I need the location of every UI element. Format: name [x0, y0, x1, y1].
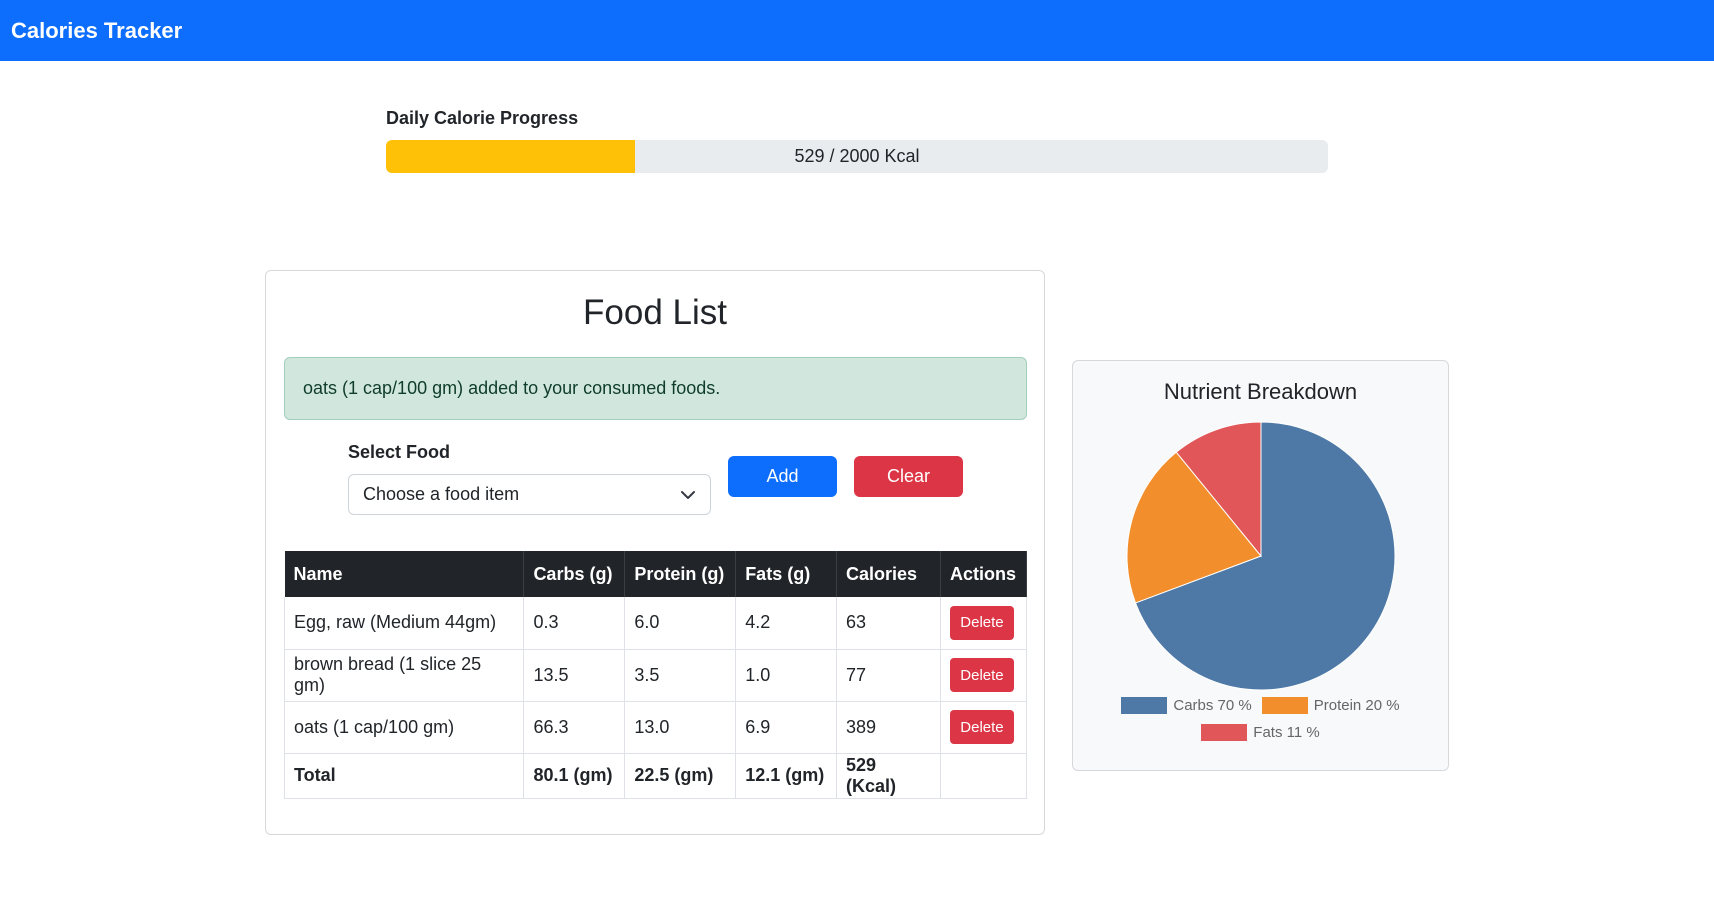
food-calories: 63 — [836, 597, 941, 650]
header-name: Name — [284, 551, 525, 597]
food-protein: 13.0 — [624, 701, 737, 754]
total-row: Total 80.1 (gm) 22.5 (gm) 12.1 (gm) 529 … — [283, 753, 1028, 799]
total-protein: 22.5 (gm) — [624, 753, 737, 799]
fats-swatch — [1201, 724, 1248, 741]
header-calories: Calories — [836, 551, 941, 597]
food-calories: 77 — [836, 649, 941, 702]
clear-button[interactable]: Clear — [854, 456, 963, 497]
daily-calorie-progress: Daily Calorie Progress 529 / 2000 Kcal — [386, 108, 1328, 173]
select-food-label: Select Food — [348, 442, 451, 462]
header-carbs: Carbs (g) — [523, 551, 626, 597]
food-carbs: 13.5 — [523, 649, 626, 702]
total-actions-empty — [940, 753, 1028, 799]
nutrient-pie-chart — [1126, 421, 1396, 691]
table-row: brown bread (1 slice 25 gm) 13.5 3.5 1.0… — [283, 649, 1028, 702]
food-list-card: Food List oats (1 cap/100 gm) added to y… — [265, 270, 1045, 835]
legend-item-protein[interactable]: Protein 20 % — [1261, 697, 1400, 714]
success-alert: oats (1 cap/100 gm) added to your consum… — [284, 357, 1027, 420]
food-protein: 6.0 — [624, 597, 737, 650]
app-brand[interactable]: Calories Tracker — [11, 17, 183, 43]
total-calories: 529 (Kcal) — [836, 753, 941, 799]
food-name: Egg, raw (Medium 44gm) — [283, 597, 525, 650]
total-carbs: 80.1 (gm) — [523, 753, 626, 799]
progress-fill — [386, 140, 636, 173]
food-table: Name Carbs (g) Protein (g) Fats (g) Calo… — [283, 551, 1028, 799]
food-carbs: 0.3 — [523, 597, 626, 650]
food-list-title: Food List — [583, 293, 727, 332]
food-carbs: 66.3 — [523, 701, 626, 754]
legend-item-fats[interactable]: Fats 11 % — [1201, 724, 1320, 741]
legend-item-carbs[interactable]: Carbs 70 % — [1121, 697, 1252, 714]
navbar: Calories Tracker — [0, 0, 1714, 61]
food-calories: 389 — [836, 701, 941, 754]
table-row: oats (1 cap/100 gm) 66.3 13.0 6.9 389 De… — [283, 701, 1028, 754]
nutrient-breakdown-title: Nutrient Breakdown — [1163, 379, 1358, 404]
actions-cell: Delete — [940, 649, 1028, 702]
protein-swatch — [1261, 697, 1308, 714]
add-button[interactable]: Add — [728, 456, 837, 497]
pie-slice-protein[interactable] — [1126, 451, 1262, 604]
delete-button[interactable]: Delete — [949, 605, 1014, 640]
legend-label: Protein 20 % — [1313, 697, 1400, 714]
nutrient-breakdown-card: Nutrient Breakdown Carbs 70 % Protein 20… — [1072, 360, 1449, 771]
food-fats: 6.9 — [735, 701, 838, 754]
food-fats: 1.0 — [735, 649, 838, 702]
header-actions: Actions — [940, 551, 1028, 597]
header-protein: Protein (g) — [624, 551, 737, 597]
progress-label: Daily Calorie Progress — [386, 108, 579, 128]
total-fats: 12.1 (gm) — [735, 753, 838, 799]
header-fats: Fats (g) — [735, 551, 838, 597]
actions-cell: Delete — [940, 701, 1028, 754]
progress-text: 529 / 2000 Kcal — [794, 146, 920, 166]
food-select[interactable]: Choose a food item — [348, 474, 711, 515]
carbs-swatch — [1121, 697, 1168, 714]
delete-button[interactable]: Delete — [949, 710, 1014, 744]
total-label: Total — [283, 753, 525, 799]
pie-slice-fats[interactable] — [1175, 421, 1262, 558]
food-name: oats (1 cap/100 gm) — [283, 701, 525, 754]
table-row: Egg, raw (Medium 44gm) 0.3 6.0 4.2 63 De… — [283, 597, 1028, 650]
table-header-row: Name Carbs (g) Protein (g) Fats (g) Calo… — [284, 551, 1028, 597]
legend-label: Fats 11 % — [1253, 724, 1320, 741]
pie-slice-carbs[interactable] — [1134, 421, 1396, 691]
progress-bar: 529 / 2000 Kcal — [386, 140, 1328, 173]
chevron-down-icon — [681, 491, 695, 499]
pie-legend: Carbs 70 % Protein 20 % Fats 11 % — [1073, 697, 1448, 751]
food-protein: 3.5 — [624, 649, 737, 702]
delete-button[interactable]: Delete — [949, 658, 1014, 692]
food-fats: 4.2 — [735, 597, 838, 650]
actions-cell: Delete — [940, 597, 1028, 650]
food-name: brown bread (1 slice 25 gm) — [283, 649, 525, 702]
food-select-value: Choose a food item — [363, 484, 520, 504]
legend-label: Carbs 70 % — [1173, 697, 1252, 714]
